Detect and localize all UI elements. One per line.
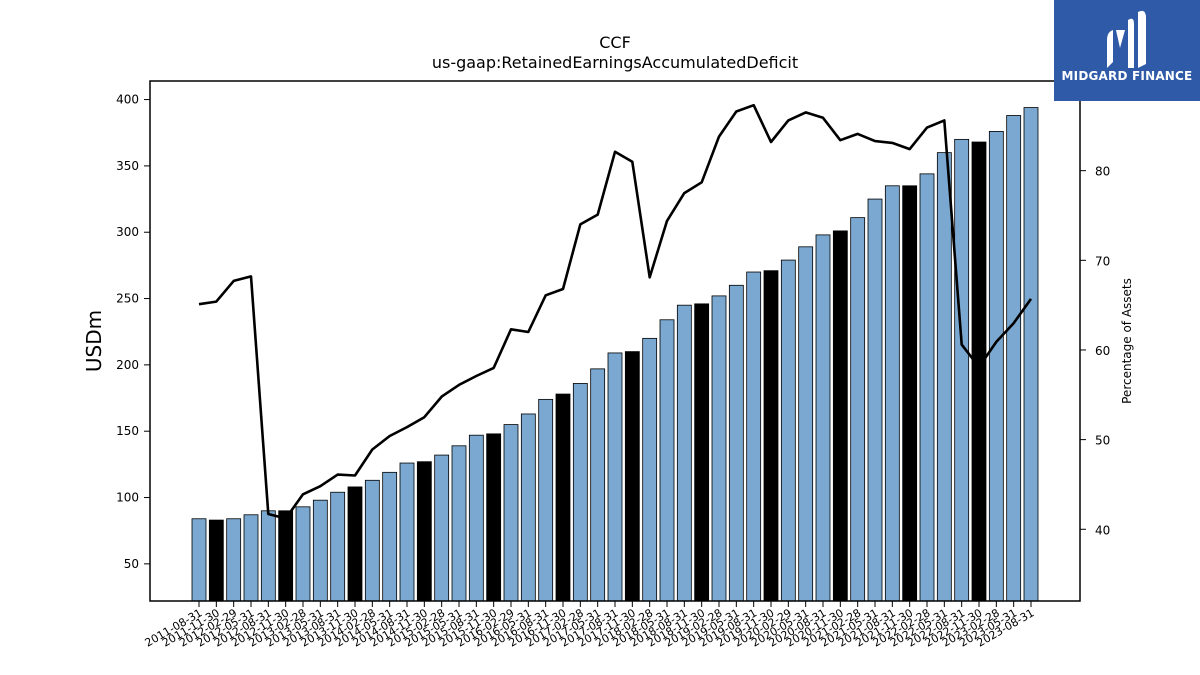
bar — [295, 506, 311, 602]
bar — [572, 383, 588, 602]
y2-tick-label: 50 — [1095, 434, 1110, 448]
bar-group — [191, 107, 1039, 602]
y2-tick-label: 80 — [1095, 165, 1110, 179]
bar — [503, 424, 519, 602]
y-axis: 50 100 150 200 250 300 350 400 — [116, 93, 150, 571]
bar — [798, 246, 814, 602]
midgard-logo-icon — [1107, 10, 1146, 69]
bar — [746, 271, 762, 602]
bar — [278, 510, 294, 602]
y2-tick-label: 40 — [1095, 523, 1110, 537]
bar — [884, 185, 900, 602]
bar — [988, 131, 1004, 602]
bar — [694, 303, 710, 602]
bar — [902, 185, 918, 602]
bar — [971, 141, 987, 602]
bar — [919, 173, 935, 602]
series-line — [198, 103, 1033, 520]
bar — [520, 413, 536, 602]
x-axis: 2011-08-312011-11-302012-02-292012-05-31… — [143, 601, 1037, 650]
bar — [226, 518, 242, 602]
bar — [590, 368, 606, 602]
y-tick-label: 350 — [116, 159, 139, 173]
y2-axis: 40 50 60 70 80 — [1080, 165, 1110, 537]
bar — [954, 138, 970, 602]
y-tick-label: 100 — [116, 491, 139, 505]
y2-axis-label: Percentage of Assets — [1120, 278, 1134, 404]
bar — [763, 270, 779, 602]
bar — [243, 514, 259, 602]
bar — [659, 319, 675, 602]
y-tick-label: 150 — [116, 424, 139, 438]
bar — [607, 352, 623, 602]
bar — [867, 198, 883, 602]
bar — [815, 234, 831, 602]
bar — [624, 351, 640, 602]
bar — [676, 304, 692, 602]
y-tick-label: 200 — [116, 358, 139, 372]
midgard-logo-text: MIDGARD FINANCE — [1061, 69, 1193, 83]
bar — [538, 398, 554, 602]
bar — [399, 462, 415, 602]
bar — [191, 518, 207, 602]
bar — [260, 510, 276, 602]
chart-subtitle: us-gaap:RetainedEarningsAccumulatedDefic… — [432, 53, 798, 72]
bar — [728, 284, 744, 602]
y-tick-label: 400 — [116, 93, 139, 107]
line-group — [198, 103, 1033, 520]
bar — [486, 433, 502, 602]
chart-title: CCF — [599, 33, 631, 52]
bar — [780, 259, 796, 602]
bar — [555, 393, 571, 602]
y-tick-label: 300 — [116, 225, 139, 239]
bar — [850, 217, 866, 602]
bar — [642, 337, 658, 602]
midgard-logo: MIDGARD FINANCE — [1054, 0, 1200, 101]
bar — [364, 479, 380, 602]
bar — [312, 499, 328, 602]
bar — [832, 230, 848, 602]
bar — [1006, 115, 1022, 602]
bar — [208, 519, 224, 602]
bar — [1023, 107, 1039, 602]
y-axis-label: USDm — [82, 310, 106, 372]
bar — [330, 491, 346, 602]
bar — [434, 454, 450, 602]
y-tick-label: 250 — [116, 292, 139, 306]
bar — [416, 461, 432, 602]
bar — [451, 445, 467, 602]
bar — [347, 486, 363, 602]
bar — [468, 434, 484, 602]
y2-tick-label: 70 — [1095, 254, 1110, 268]
y2-tick-label: 60 — [1095, 344, 1110, 358]
y-tick-label: 50 — [124, 557, 139, 571]
bar — [382, 471, 398, 602]
bar — [936, 152, 952, 602]
bar — [711, 295, 727, 602]
